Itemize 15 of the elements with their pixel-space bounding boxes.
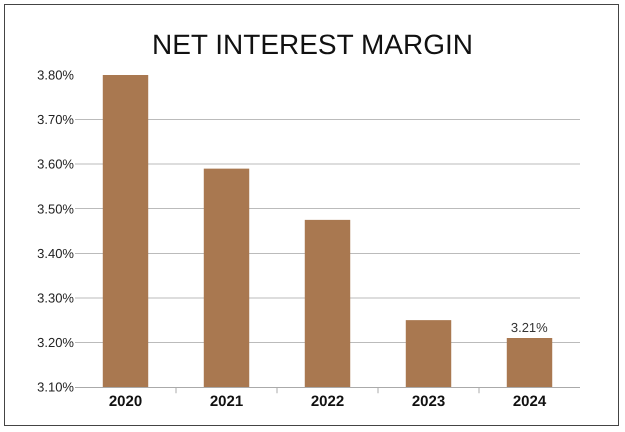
chart-title: NET INTEREST MARGIN xyxy=(152,29,474,60)
y-tick-label: 3.80% xyxy=(37,68,74,83)
y-tick-label: 3.60% xyxy=(37,156,74,172)
y-tick-label: 3.20% xyxy=(37,334,74,350)
y-tick-label: 3.40% xyxy=(37,246,74,261)
y-tick-label: 3.10% xyxy=(37,380,74,395)
x-tick-label: 2023 xyxy=(412,393,446,410)
x-tick-label: 2021 xyxy=(210,393,244,410)
y-tick-label: 3.70% xyxy=(37,112,74,128)
x-tick-label: 2020 xyxy=(108,393,142,410)
y-tick-label: 3.50% xyxy=(37,201,74,216)
y-tick-label: 3.30% xyxy=(37,290,74,306)
x-tick-label: 2024 xyxy=(512,393,547,410)
x-tick-label: 2022 xyxy=(310,393,344,410)
data-label: 3.21% xyxy=(510,320,548,335)
